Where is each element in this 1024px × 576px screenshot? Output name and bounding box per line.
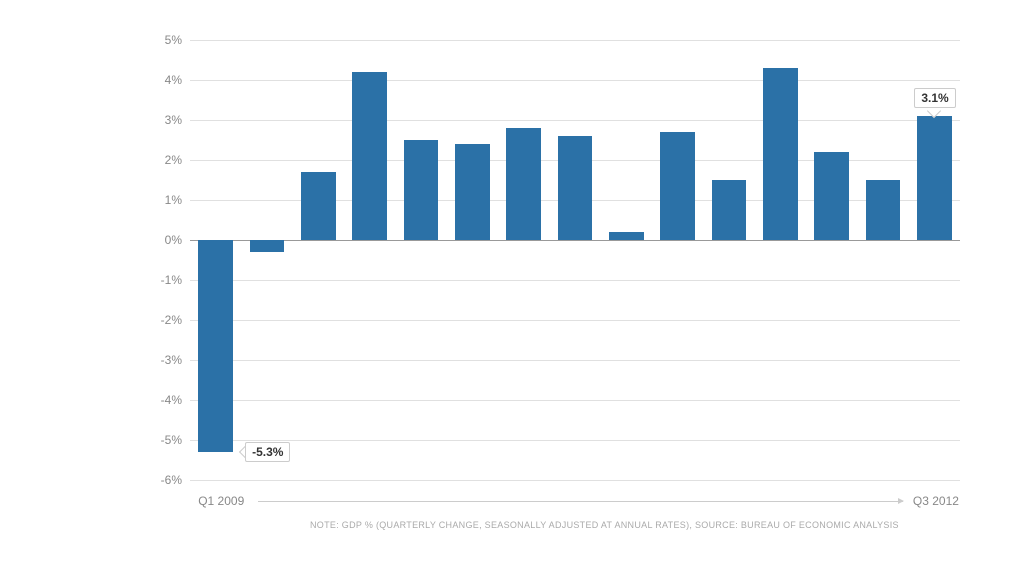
y-axis-tick-label: 0% bbox=[142, 233, 182, 247]
y-axis-tick-label: 2% bbox=[142, 153, 182, 167]
gridline bbox=[190, 280, 960, 281]
y-axis-tick-label: -4% bbox=[142, 393, 182, 407]
gridline bbox=[190, 480, 960, 481]
bar bbox=[404, 140, 439, 240]
bar bbox=[763, 68, 798, 240]
x-axis-end-label: Q3 2012 bbox=[913, 494, 959, 508]
bar bbox=[814, 152, 849, 240]
gridline bbox=[190, 320, 960, 321]
bar bbox=[352, 72, 387, 240]
bar bbox=[660, 132, 695, 240]
y-axis-tick-label: -3% bbox=[142, 353, 182, 367]
bar bbox=[301, 172, 336, 240]
bar bbox=[455, 144, 490, 240]
gridline bbox=[190, 440, 960, 441]
y-axis-tick-label: -1% bbox=[142, 273, 182, 287]
y-axis-tick-label: 3% bbox=[142, 113, 182, 127]
y-axis-tick-label: -6% bbox=[142, 473, 182, 487]
chart-footnote: NOTE: GDP % (QUARTERLY CHANGE, SEASONALL… bbox=[310, 520, 899, 530]
data-callout: -5.3% bbox=[245, 442, 290, 462]
y-axis-tick-label: -2% bbox=[142, 313, 182, 327]
y-axis-tick-label: -5% bbox=[142, 433, 182, 447]
zero-line bbox=[190, 240, 960, 241]
bar bbox=[712, 180, 747, 240]
bar bbox=[198, 240, 233, 452]
bar bbox=[609, 232, 644, 240]
plot-area: -6%-5%-4%-3%-2%-1%0%1%2%3%4%5%-5.3%3.1%Q… bbox=[190, 40, 960, 480]
bar bbox=[917, 116, 952, 240]
gridline bbox=[190, 40, 960, 41]
bar bbox=[250, 240, 285, 252]
gridline bbox=[190, 400, 960, 401]
y-axis-tick-label: 4% bbox=[142, 73, 182, 87]
x-axis-start-label: Q1 2009 bbox=[198, 494, 244, 508]
bar bbox=[558, 136, 593, 240]
data-callout: 3.1% bbox=[914, 88, 955, 108]
y-axis-tick-label: 5% bbox=[142, 33, 182, 47]
x-axis-arrow bbox=[258, 501, 903, 502]
gridline bbox=[190, 360, 960, 361]
bar bbox=[506, 128, 541, 240]
bar bbox=[866, 180, 901, 240]
gridline bbox=[190, 80, 960, 81]
y-axis-tick-label: 1% bbox=[142, 193, 182, 207]
gridline bbox=[190, 120, 960, 121]
gdp-bar-chart: -6%-5%-4%-3%-2%-1%0%1%2%3%4%5%-5.3%3.1%Q… bbox=[140, 40, 960, 500]
